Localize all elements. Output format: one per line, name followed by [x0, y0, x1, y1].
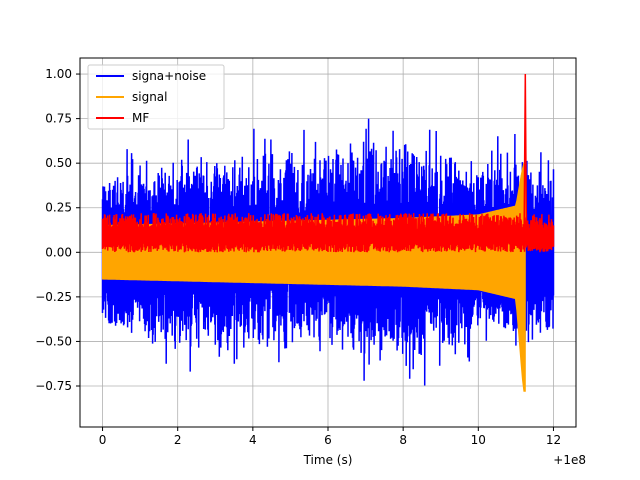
plot-area	[101, 73, 555, 392]
x-tick-label-1: 2	[174, 433, 182, 447]
legend-label-mf: MF	[132, 111, 149, 125]
y-tick-label-4: 0.25	[45, 201, 72, 215]
legend-label-signa-noise: signa+noise	[132, 69, 206, 83]
x-ticks: 0 2 4 6 8 10 12	[99, 427, 561, 447]
x-tick-label-5: 10	[471, 433, 486, 447]
series-mf	[101, 73, 555, 253]
legend-label-signal: signal	[132, 90, 168, 104]
x-tick-label-3: 6	[324, 433, 332, 447]
y-tick-label-2: −0.25	[35, 290, 72, 304]
legend: signa+noise signal MF	[87, 64, 225, 130]
x-axis-offset-label: +1e8	[553, 453, 586, 467]
x-tick-label-2: 4	[249, 433, 257, 447]
y-tick-label-7: 1.00	[45, 67, 72, 81]
x-tick-label-0: 0	[99, 433, 107, 447]
y-tick-label-1: −0.50	[35, 334, 72, 348]
legend-box	[87, 64, 225, 130]
y-tick-label-5: 0.50	[45, 156, 72, 170]
x-tick-label-4: 8	[399, 433, 407, 447]
y-tick-label-0: −0.75	[35, 379, 72, 393]
x-axis-label: Time (s)	[303, 453, 353, 467]
y-tick-label-6: 0.75	[45, 112, 72, 126]
y-tick-label-3: 0.00	[45, 245, 72, 259]
x-tick-label-6: 12	[546, 433, 561, 447]
y-ticks: −0.75 −0.50 −0.25 0.00 0.25 0.50 0.75 1.00	[35, 67, 80, 393]
